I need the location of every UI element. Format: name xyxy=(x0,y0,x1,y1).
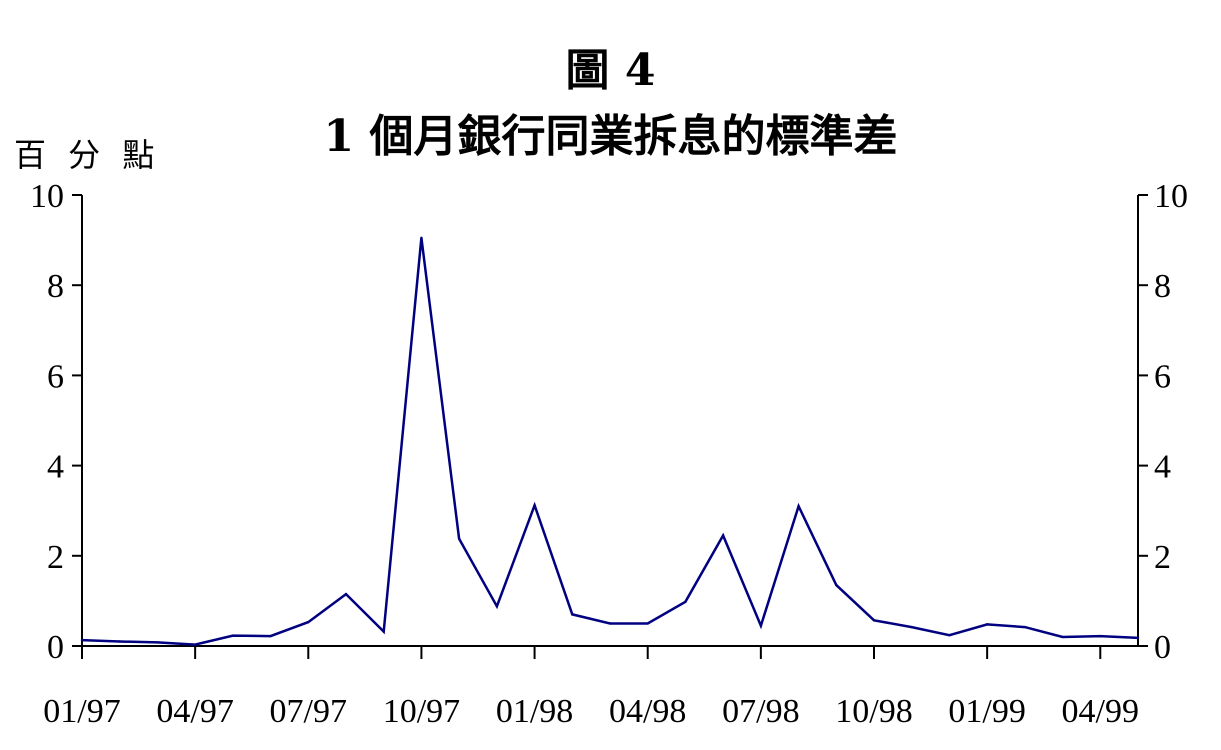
y-tick-label-left: 2 xyxy=(47,539,64,576)
data-series-line xyxy=(81,237,1139,646)
x-tick-label: 07/97 xyxy=(270,693,347,730)
data-point xyxy=(118,640,121,643)
data-point xyxy=(797,504,800,508)
y-axis-label: 百 分 點 xyxy=(14,136,161,174)
y-tick-label-left: 6 xyxy=(47,358,64,395)
data-point xyxy=(80,638,84,642)
y-tick-label-right: 2 xyxy=(1154,539,1171,576)
data-point xyxy=(495,605,499,608)
y-tick-label-left: 10 xyxy=(30,178,64,215)
data-point xyxy=(1061,635,1064,639)
x-tick-label: 04/97 xyxy=(156,693,233,730)
y-tick-label-right: 8 xyxy=(1154,268,1171,305)
data-point xyxy=(269,634,272,638)
y-tick-label-right: 0 xyxy=(1154,629,1171,666)
data-point xyxy=(533,504,536,507)
y-tick-label-right: 10 xyxy=(1154,178,1188,215)
x-tick-label: 10/98 xyxy=(835,693,912,730)
data-point xyxy=(344,592,348,596)
data-point xyxy=(231,634,235,637)
y-tick-label-left: 4 xyxy=(47,449,64,486)
data-point xyxy=(156,641,159,644)
chart-title: 圖 4 xyxy=(565,45,656,96)
data-point xyxy=(684,600,687,604)
y-tick-label-left: 8 xyxy=(47,268,64,305)
x-tick-label: 07/98 xyxy=(722,693,799,730)
x-tick-label: 01/99 xyxy=(948,693,1025,730)
data-point xyxy=(1136,636,1140,640)
data-point xyxy=(193,643,197,646)
data-point xyxy=(759,624,763,627)
x-tick-label: 01/98 xyxy=(496,693,573,730)
data-point xyxy=(835,583,838,587)
data-point xyxy=(457,537,461,540)
data-point xyxy=(948,633,951,637)
x-tick-label: 04/99 xyxy=(1062,693,1139,730)
data-point xyxy=(307,620,310,624)
data-point xyxy=(420,236,423,240)
x-tick-label: 10/97 xyxy=(383,693,460,730)
data-point xyxy=(910,625,913,629)
data-point xyxy=(1099,634,1102,638)
data-point xyxy=(382,630,385,633)
data-point xyxy=(721,534,725,537)
x-tick-label: 04/98 xyxy=(609,693,686,730)
data-point xyxy=(872,619,876,622)
data-point xyxy=(571,613,574,616)
data-point xyxy=(1023,625,1027,629)
data-point xyxy=(646,622,649,625)
y-tick-label-right: 4 xyxy=(1154,449,1171,486)
chart-subtitle: 1 個月銀行同業拆息的標準差 xyxy=(323,111,898,162)
x-tick-label: 01/97 xyxy=(43,693,120,730)
data-point xyxy=(608,622,612,625)
data-point xyxy=(985,623,989,626)
y-tick-label-right: 6 xyxy=(1154,358,1171,395)
y-tick-label-left: 0 xyxy=(47,629,64,666)
